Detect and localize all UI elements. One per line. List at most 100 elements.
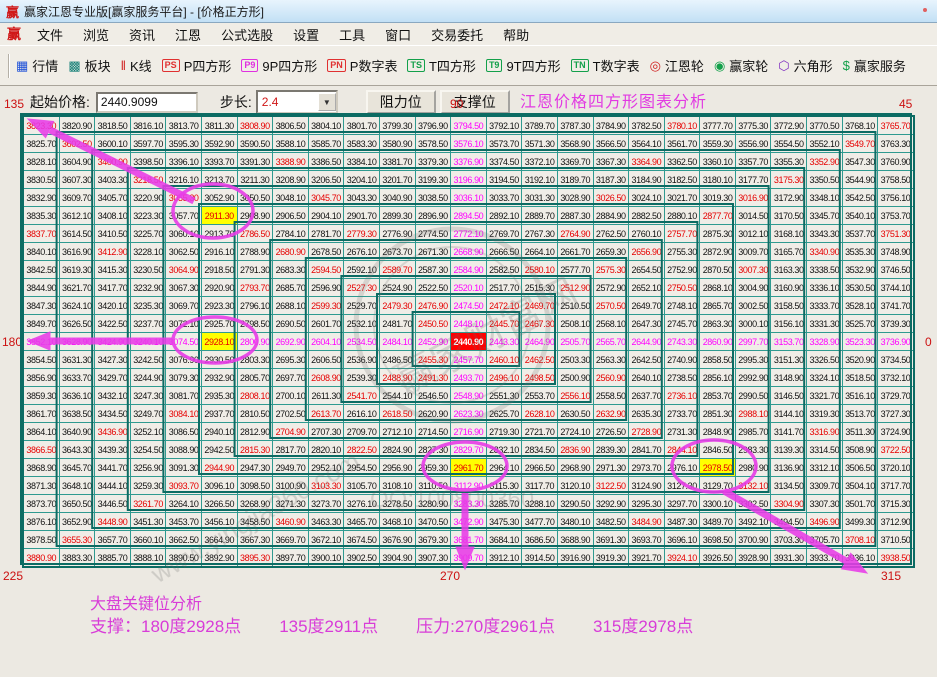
grid-cell: 3544.90	[842, 171, 878, 188]
menu-item-5[interactable]: 设置	[293, 27, 320, 43]
menu-item-9[interactable]: 帮助	[503, 27, 530, 43]
grid-cell: 2714.50	[415, 423, 451, 440]
grid-cell: 2721.70	[522, 423, 557, 440]
grid-cell: 3441.70	[95, 459, 130, 476]
grid-cell: 2716.90	[451, 423, 486, 440]
grid-cell: 3883.30	[59, 549, 95, 566]
grid-cell: 3295.30	[629, 495, 664, 512]
grid-cell: 3667.30	[237, 531, 273, 548]
grid-cell: 3806.50	[273, 117, 308, 134]
grid-cell: 3554.50	[771, 135, 807, 152]
grid-cell: 3146.50	[771, 387, 807, 404]
grid-cell: 2592.10	[344, 261, 379, 278]
menu-item-8[interactable]: 交易委托	[431, 27, 484, 43]
grid-cell: 2467.30	[522, 315, 557, 332]
grid-cell: 3064.90	[166, 261, 201, 278]
toolbar-item-sectors[interactable]: ▩ 板块	[68, 56, 110, 75]
menu-item-4[interactable]: 公式选股	[221, 27, 274, 43]
grid-cell: 2623.30	[451, 405, 486, 422]
grid-cell: 3902.50	[344, 549, 379, 566]
grid-cell: 3633.70	[59, 369, 95, 386]
grid-cell: 3835.30	[24, 207, 59, 224]
grid-cell: 2676.10	[344, 243, 379, 260]
grid-cell: 3784.90	[593, 117, 629, 134]
grid-cell: 3278.50	[379, 495, 415, 512]
grid-cell: 3412.90	[95, 243, 130, 260]
toolbar-item-quotes[interactable]: ▦ 行情	[16, 56, 58, 75]
grid-cell: 3235.30	[130, 297, 166, 314]
toolbar-item-9t-square[interactable]: T9 9T四方形	[485, 56, 561, 75]
grid-cell: 3052.90	[201, 189, 237, 206]
grid-cell: 3590.50	[237, 135, 273, 152]
grid-cell: 3230.50	[130, 261, 166, 278]
menu-item-0[interactable]: 文件	[37, 27, 64, 43]
grid-cell: 3724.90	[878, 423, 913, 440]
grid-cell: 3271.30	[273, 495, 308, 512]
grid-cell: 2587.30	[415, 261, 451, 278]
start-price-input[interactable]	[95, 91, 198, 113]
grid-cell: 3592.90	[201, 135, 237, 152]
grid-cell: 2980.90	[735, 459, 771, 476]
resistance-button[interactable]: 阻力位	[365, 90, 436, 114]
menu-item-1[interactable]: 浏览	[83, 27, 110, 43]
menu-item-3[interactable]: 江恩	[175, 27, 202, 43]
grid-cell: 3151.30	[771, 351, 807, 368]
grid-cell: 2452.90	[415, 333, 451, 350]
grid-cell: 2570.50	[593, 297, 629, 314]
grid-cell: 3868.90	[24, 459, 59, 476]
grid-cell: 3345.70	[807, 207, 842, 224]
toolbar-item-p-square[interactable]: PS P四方形	[161, 56, 231, 75]
toolbar-item-9p-square[interactable]: P9 9P四方形	[241, 56, 317, 75]
grid-cell: 3700.90	[735, 531, 771, 548]
toolbar-item-p-number-table[interactable]: PN P数字表	[327, 56, 397, 75]
grid-cell: 3153.70	[771, 333, 807, 350]
menu-item-7[interactable]: 窗口	[385, 27, 412, 43]
grid-cell: 2486.50	[379, 351, 415, 368]
grid-cell: 2596.90	[308, 279, 344, 296]
grid-cell: 2808.10	[237, 387, 273, 404]
grid-cell: 2520.10	[451, 279, 486, 296]
grid-cell: 2700.10	[273, 387, 308, 404]
menu-item-2[interactable]: 资讯	[129, 27, 156, 43]
grid-cell: 3907.30	[415, 549, 451, 566]
toolbar-item-hexagon[interactable]: ⬡ 六角形	[778, 56, 832, 75]
grid-cell: 3213.70	[201, 171, 237, 188]
grid-cell: 3504.10	[842, 477, 878, 494]
menu-item-6[interactable]: 工具	[339, 27, 366, 43]
grid-cell: 3636.10	[59, 387, 95, 404]
grid-cell: 3765.70	[878, 117, 913, 134]
toolbar-item-winner-wheel[interactable]: ◉ 赢家轮	[714, 56, 768, 75]
grid-cell: 3645.70	[59, 459, 95, 476]
grid-cell: 3369.70	[557, 153, 593, 170]
grid-cell: 3672.10	[308, 531, 344, 548]
grid-cell: 3280.90	[415, 495, 451, 512]
grid-cell: 3861.70	[24, 405, 59, 422]
chevron-down-icon[interactable]: ▼	[317, 93, 336, 111]
grid-cell: 3336.10	[807, 279, 842, 296]
grid-cell: 3024.10	[629, 189, 664, 206]
grid-cell: 3398.50	[130, 153, 166, 170]
grid-cell: 3004.90	[735, 279, 771, 296]
toolbar-item-winner-service[interactable]: $ 赢家服务	[843, 56, 906, 75]
grid-cell: 2508.10	[557, 315, 593, 332]
grid-cell: 3175.30	[771, 171, 807, 188]
grid-cell: 2884.90	[593, 207, 629, 224]
toolbar-item-kline[interactable]: ‖ K线	[121, 56, 152, 75]
grid-cell: 3597.70	[130, 135, 166, 152]
grid-cell: 2680.90	[273, 243, 308, 260]
grid-cell: 3768.10	[842, 117, 878, 134]
grid-cell: 3787.30	[557, 117, 593, 134]
toolbar-item-t-square[interactable]: TS T四方形	[407, 56, 476, 75]
grid-cell: 3729.70	[878, 387, 913, 404]
toolbar-item-t-number-table[interactable]: TN T数字表	[570, 56, 640, 75]
grid-cell: 3722.50	[878, 441, 913, 458]
grid-cell: 3744.10	[878, 279, 913, 296]
grid-cell: 3362.50	[664, 153, 700, 170]
grid-cell: 3880.90	[24, 549, 59, 566]
support-button[interactable]: 支撑位	[439, 90, 510, 114]
grid-cell: 3852.10	[24, 333, 59, 350]
step-combobox[interactable]: 2.4 ▼	[255, 90, 338, 114]
grid-cell: 3288.10	[522, 495, 557, 512]
toolbar-item-gann-wheel[interactable]: ◎ 江恩轮	[650, 56, 704, 75]
grid-cell: 3019.30	[700, 189, 735, 206]
